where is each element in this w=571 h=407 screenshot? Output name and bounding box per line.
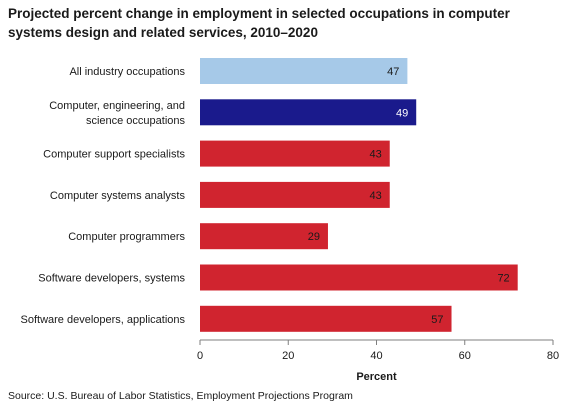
data-label: 29 bbox=[308, 231, 320, 243]
data-label: 47 bbox=[387, 66, 399, 78]
x-tick-label: 0 bbox=[197, 350, 203, 362]
x-tick-label: 80 bbox=[547, 350, 559, 362]
bar bbox=[200, 58, 408, 84]
category-label: Computer support specialists bbox=[43, 149, 185, 161]
category-label: Computer programmers bbox=[68, 231, 185, 243]
data-label: 72 bbox=[497, 273, 509, 285]
bar bbox=[200, 181, 390, 208]
bar bbox=[200, 99, 417, 126]
bar bbox=[200, 140, 390, 167]
category-label: All industry occupations bbox=[69, 66, 185, 78]
chart-title: Projected percent change in employment i… bbox=[8, 6, 510, 40]
data-label: 43 bbox=[369, 190, 381, 202]
category-label: Computer, engineering, and science occupa… bbox=[49, 100, 185, 127]
category-label: Software developers, systems bbox=[38, 273, 185, 285]
x-tick-label: 40 bbox=[370, 350, 382, 362]
category-label: Computer systems analysts bbox=[50, 190, 186, 202]
x-tick-label: 60 bbox=[459, 350, 471, 362]
data-label: 43 bbox=[369, 149, 381, 161]
source-note: Source: U.S. Bureau of Labor Statistics,… bbox=[8, 390, 353, 402]
category-label: Software developers, applications bbox=[21, 314, 186, 326]
x-tick-label: 20 bbox=[282, 350, 294, 362]
bar bbox=[200, 305, 452, 332]
data-label: 57 bbox=[431, 314, 443, 326]
bar bbox=[200, 223, 328, 250]
x-axis-title: Percent bbox=[356, 371, 397, 383]
data-label: 49 bbox=[396, 107, 408, 119]
bar bbox=[200, 264, 518, 291]
